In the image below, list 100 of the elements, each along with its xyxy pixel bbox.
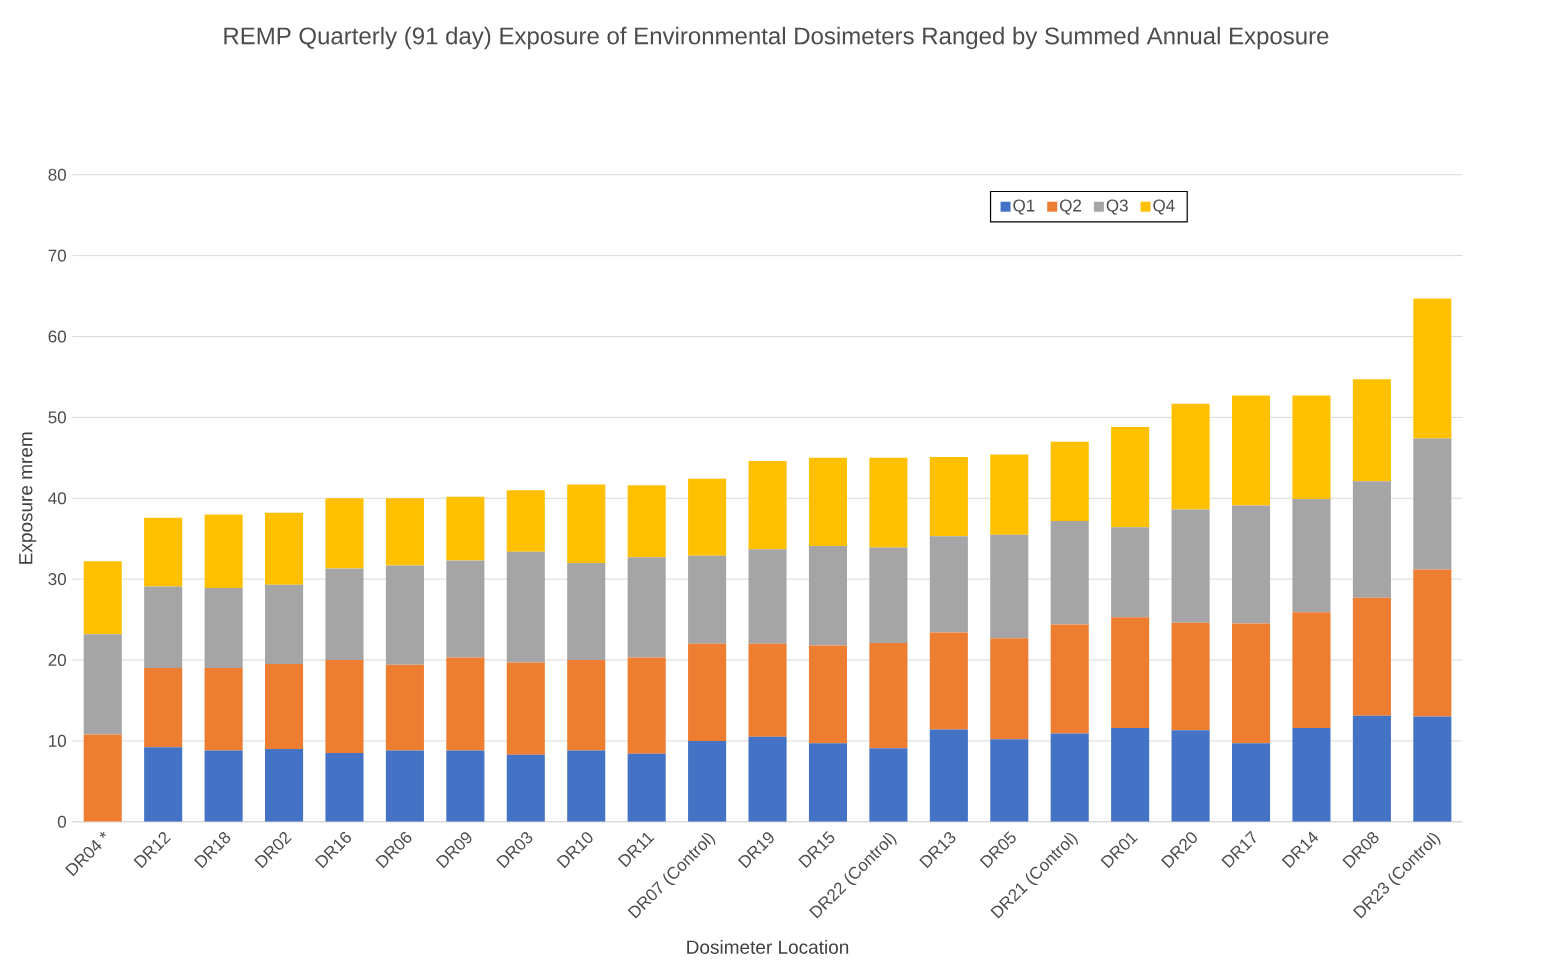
bar: [1050, 624, 1089, 734]
bar: [144, 586, 183, 669]
bar: [808, 743, 848, 822]
bar: [567, 484, 606, 563]
bar: [446, 560, 485, 658]
bar: [446, 496, 485, 561]
bar: [567, 562, 606, 661]
bar: [808, 645, 848, 744]
bar: [265, 664, 304, 749]
bar: [1352, 715, 1391, 822]
bar: [869, 643, 908, 749]
bar: [265, 512, 304, 585]
bar: [567, 750, 606, 822]
bar: [265, 584, 304, 665]
bar: [385, 750, 424, 822]
bar: [204, 588, 243, 669]
bar: [506, 662, 545, 755]
bar: [808, 457, 848, 546]
y-tick-label: 10: [49, 734, 66, 747]
bar: [929, 632, 968, 730]
legend-label: Q3: [1106, 199, 1128, 215]
bar: [929, 457, 968, 537]
bar: [1231, 743, 1271, 822]
y-tick-label: 70: [48, 249, 66, 262]
bar: [567, 660, 606, 751]
bar: [83, 561, 122, 635]
bar: [1171, 622, 1210, 731]
bar: [1171, 509, 1210, 623]
y-axis-title: Exposure mrem: [19, 432, 37, 564]
bar: [1292, 395, 1331, 500]
bar: [506, 754, 545, 822]
bar: [990, 454, 1029, 535]
y-tick-label: 40: [48, 492, 66, 505]
bar: [265, 748, 304, 822]
bar: [688, 478, 727, 556]
bar: [385, 565, 424, 665]
bar: [1171, 403, 1210, 510]
bar: [1292, 612, 1331, 728]
bar: [1352, 481, 1391, 598]
bar: [1111, 727, 1150, 822]
bar: [446, 657, 485, 751]
bar: [1413, 298, 1452, 439]
bar: [627, 485, 666, 558]
bar: [204, 514, 243, 589]
bar: [385, 664, 424, 751]
bar: [1352, 379, 1391, 482]
bar: [808, 545, 848, 646]
bar: [990, 638, 1029, 740]
y-tick-label: 50: [48, 411, 66, 424]
bar: [748, 736, 787, 822]
x-axis-title: Dosimeter Location: [687, 939, 849, 954]
bar: [144, 517, 183, 587]
bar: [325, 498, 364, 569]
bar: [325, 660, 364, 754]
legend-label: Q2: [1060, 199, 1082, 215]
bar: [1111, 527, 1150, 618]
bar: [688, 740, 727, 822]
bar: [325, 568, 364, 661]
bar: [869, 547, 908, 644]
bar: [627, 657, 666, 754]
bar: [1050, 441, 1089, 521]
bar: [1231, 395, 1271, 506]
chart-title: REMP Quarterly (91 day) Exposure of Environmental Dosimeters Ranged by Summed Annual Exposure: [224, 26, 1329, 50]
bar: [144, 747, 183, 822]
bar: [688, 643, 727, 741]
bar: [1111, 617, 1150, 728]
y-tick-label: 60: [48, 330, 66, 343]
y-tick-label: 30: [48, 573, 66, 586]
bar: [204, 668, 243, 751]
y-tick-label: 0: [57, 815, 66, 828]
bar: [929, 729, 968, 822]
bar: [83, 634, 122, 735]
bar: [1050, 520, 1089, 625]
bar: [1111, 427, 1150, 528]
bar: [144, 668, 183, 748]
bar: [506, 551, 545, 663]
bar: [1050, 733, 1089, 822]
y-tick-label: 20: [48, 653, 66, 667]
bar: [1413, 438, 1452, 570]
legend-label: Q1: [1013, 199, 1035, 215]
bar: [748, 461, 787, 550]
bar: [1413, 716, 1452, 822]
bar: [385, 498, 424, 566]
legend-label: Q4: [1153, 199, 1175, 215]
bar: [627, 557, 666, 658]
bar: [688, 555, 727, 644]
bar: [748, 549, 787, 644]
bar: [325, 753, 364, 822]
bar: [869, 457, 908, 548]
bar: [1231, 623, 1271, 744]
bar: [204, 750, 243, 822]
bar: [1413, 569, 1452, 717]
bar: [1292, 727, 1331, 822]
bar: [83, 734, 122, 822]
bar: [627, 753, 666, 822]
bar: [990, 739, 1029, 822]
bar: [1352, 597, 1391, 716]
bar: [748, 643, 787, 737]
bar: [929, 536, 968, 633]
bar: [1171, 730, 1210, 822]
